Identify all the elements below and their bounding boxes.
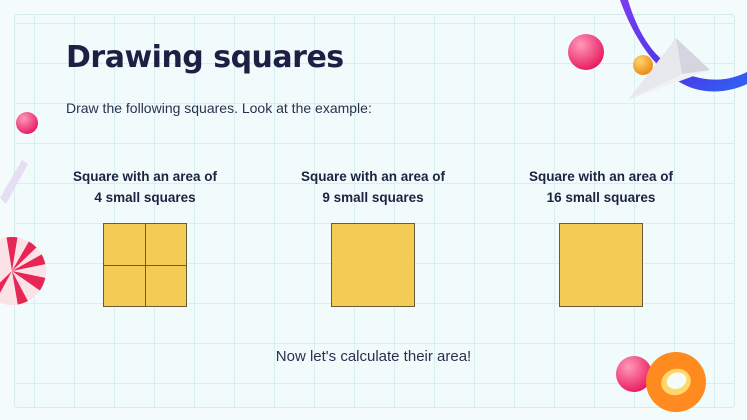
example-square-subdivided [103,223,187,307]
pink-ball-icon [568,34,604,70]
grid-background [14,14,735,408]
page-title: Drawing squares [66,40,344,75]
square-9-drawing-area[interactable] [331,223,415,307]
square-card-4: Square with an area of 4 small squares [50,166,240,208]
square-16-drawing-area[interactable] [559,223,643,307]
square-caption-line1: Square with an area of [528,169,674,184]
square-card-9: Square with an area of 9 small squares [278,166,468,208]
orange-ring-icon [646,352,706,412]
pink-ball-icon [16,112,38,134]
square-caption-line2: 9 small squares [322,190,424,205]
square-caption-line2: 4 small squares [94,190,196,205]
gold-ball-icon [633,55,653,75]
pink-ball-icon [616,356,652,392]
instruction-text: Draw the following squares. Look at the … [66,100,372,116]
square-caption-line1: Square with an area of [72,169,218,184]
striped-ball-icon [0,237,46,305]
square-caption-line2: 16 small squares [546,190,656,205]
grid-line-horizontal [104,265,186,266]
square-card-16: Square with an area of 16 small squares [506,166,696,208]
footer-text: Now let's calculate their area! [275,348,472,365]
paper-plane-icon [628,38,710,100]
square-caption-line1: Square with an area of [300,169,446,184]
stick-icon [0,160,28,204]
